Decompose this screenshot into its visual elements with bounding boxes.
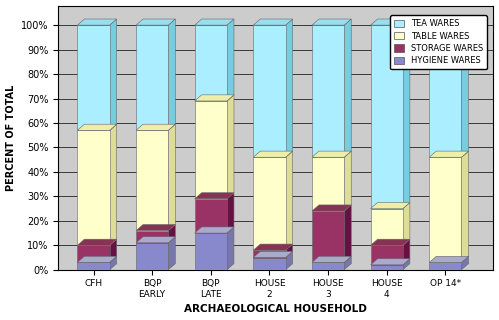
Polygon shape bbox=[429, 151, 469, 157]
Bar bbox=[429, 25, 462, 157]
Polygon shape bbox=[462, 151, 469, 262]
Bar bbox=[429, 157, 462, 262]
Bar bbox=[371, 245, 403, 265]
Polygon shape bbox=[110, 256, 117, 270]
Y-axis label: PERCENT OF TOTAL: PERCENT OF TOTAL bbox=[5, 84, 15, 191]
Polygon shape bbox=[77, 256, 117, 262]
Polygon shape bbox=[253, 244, 292, 250]
Polygon shape bbox=[312, 205, 351, 211]
Bar bbox=[253, 25, 285, 157]
Bar bbox=[253, 157, 285, 250]
Polygon shape bbox=[227, 95, 234, 199]
Polygon shape bbox=[312, 19, 351, 25]
Bar bbox=[312, 157, 344, 211]
Bar bbox=[136, 130, 168, 231]
Polygon shape bbox=[371, 19, 410, 25]
Polygon shape bbox=[168, 124, 175, 231]
Bar bbox=[136, 25, 168, 130]
Polygon shape bbox=[462, 19, 469, 157]
Polygon shape bbox=[195, 193, 234, 199]
Polygon shape bbox=[195, 95, 234, 101]
Polygon shape bbox=[77, 19, 117, 25]
Polygon shape bbox=[429, 256, 469, 262]
Bar bbox=[77, 245, 110, 262]
Polygon shape bbox=[403, 239, 410, 265]
Bar bbox=[429, 262, 462, 270]
Polygon shape bbox=[285, 151, 292, 250]
X-axis label: ARCHAEOLOGICAL HOUSEHOLD: ARCHAEOLOGICAL HOUSEHOLD bbox=[185, 304, 367, 315]
Polygon shape bbox=[168, 19, 175, 130]
Bar bbox=[77, 262, 110, 270]
Polygon shape bbox=[285, 252, 292, 270]
Polygon shape bbox=[227, 193, 234, 233]
Polygon shape bbox=[403, 19, 410, 209]
Polygon shape bbox=[429, 19, 469, 25]
Bar bbox=[136, 231, 168, 243]
Bar bbox=[312, 211, 344, 262]
Polygon shape bbox=[403, 203, 410, 245]
Polygon shape bbox=[344, 19, 351, 157]
Polygon shape bbox=[110, 124, 117, 245]
Bar bbox=[253, 250, 285, 258]
Polygon shape bbox=[344, 205, 351, 262]
Polygon shape bbox=[371, 239, 410, 245]
Bar bbox=[195, 101, 227, 199]
Polygon shape bbox=[462, 256, 469, 270]
Bar bbox=[195, 25, 227, 101]
Polygon shape bbox=[371, 259, 410, 265]
Polygon shape bbox=[136, 124, 175, 130]
Bar bbox=[371, 209, 403, 245]
Polygon shape bbox=[77, 239, 117, 245]
Polygon shape bbox=[253, 151, 292, 157]
Polygon shape bbox=[110, 239, 117, 262]
Polygon shape bbox=[312, 151, 351, 157]
Polygon shape bbox=[285, 244, 292, 258]
Polygon shape bbox=[195, 19, 234, 25]
Bar bbox=[195, 199, 227, 233]
Polygon shape bbox=[195, 227, 234, 233]
Polygon shape bbox=[136, 19, 175, 25]
Bar bbox=[195, 233, 227, 270]
Bar bbox=[253, 258, 285, 270]
Polygon shape bbox=[227, 227, 234, 270]
Bar bbox=[312, 262, 344, 270]
Polygon shape bbox=[227, 19, 234, 101]
Polygon shape bbox=[253, 19, 292, 25]
Polygon shape bbox=[136, 237, 175, 243]
Polygon shape bbox=[403, 259, 410, 270]
Bar bbox=[77, 25, 110, 130]
Polygon shape bbox=[344, 256, 351, 270]
Legend: TEA WARES, TABLE WARES, STORAGE WARES, HYGIENE WARES: TEA WARES, TABLE WARES, STORAGE WARES, H… bbox=[390, 15, 487, 69]
Polygon shape bbox=[110, 19, 117, 130]
Polygon shape bbox=[285, 19, 292, 157]
Polygon shape bbox=[168, 225, 175, 243]
Polygon shape bbox=[253, 252, 292, 258]
Bar bbox=[312, 25, 344, 157]
Bar bbox=[371, 265, 403, 270]
Bar bbox=[77, 130, 110, 245]
Polygon shape bbox=[371, 203, 410, 209]
Bar bbox=[371, 25, 403, 209]
Polygon shape bbox=[312, 256, 351, 262]
Polygon shape bbox=[168, 237, 175, 270]
Bar bbox=[136, 243, 168, 270]
Polygon shape bbox=[136, 225, 175, 231]
Polygon shape bbox=[344, 151, 351, 211]
Polygon shape bbox=[77, 124, 117, 130]
